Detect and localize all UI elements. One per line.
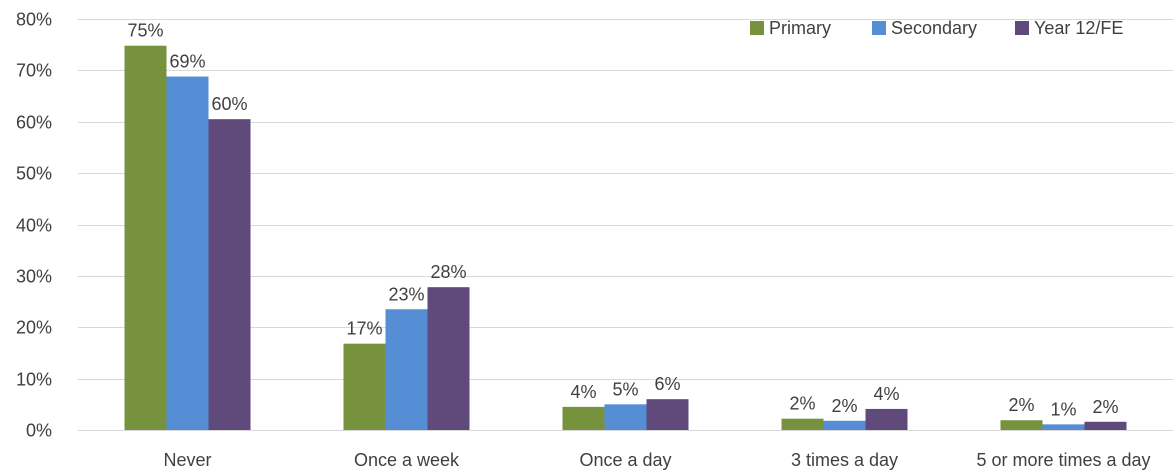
bar-year-12-fe [1084, 421, 1127, 430]
data-label: 4% [570, 382, 596, 402]
data-label: 6% [654, 374, 680, 394]
legend-label: Primary [769, 18, 831, 38]
x-tick-label: Once a day [579, 450, 671, 470]
y-tick-label: 20% [16, 318, 52, 338]
bar-year-12-fe [427, 287, 470, 430]
data-label: 17% [346, 319, 382, 339]
data-label: 2% [1092, 397, 1118, 417]
bar-primary [562, 406, 605, 430]
y-tick-label: 80% [16, 10, 52, 30]
legend-swatch [750, 21, 764, 35]
y-tick-label: 10% [16, 370, 52, 390]
data-labels: 75% 69% 60% 17% 23% 28% 4% 5% 6% 2% 2% 4% 2% 1% 2% [127, 21, 1118, 420]
data-label: 69% [169, 52, 205, 72]
legend-swatch [1015, 21, 1029, 35]
y-axis: 0% 10% 20% 30% 40% 50% 60% 70% 80% [16, 10, 52, 441]
bar-year-12-fe [646, 399, 689, 430]
data-label: 2% [1008, 395, 1034, 415]
y-tick-label: 60% [16, 113, 52, 133]
data-label: 4% [873, 384, 899, 404]
legend-swatch [872, 21, 886, 35]
bar-primary [781, 418, 824, 430]
y-tick-label: 0% [26, 421, 52, 441]
data-label: 2% [789, 394, 815, 414]
x-tick-label: Never [163, 450, 211, 470]
bar-year-12-fe [865, 408, 908, 430]
bar-primary [343, 343, 386, 430]
bar-year-12-fe [208, 119, 251, 431]
bar-secondary [166, 76, 209, 430]
legend-label: Year 12/FE [1034, 18, 1123, 38]
bar-secondary [604, 404, 647, 430]
y-tick-label: 30% [16, 267, 52, 287]
data-label: 60% [211, 94, 247, 114]
data-label: 75% [127, 21, 163, 41]
data-label: 2% [831, 396, 857, 416]
bars [124, 45, 1127, 431]
bar-secondary [385, 309, 428, 430]
gridlines [78, 19, 1173, 431]
y-tick-label: 50% [16, 164, 52, 184]
data-label: 28% [430, 262, 466, 282]
x-tick-label: 3 times a day [791, 450, 898, 470]
bar-primary [1000, 420, 1043, 430]
data-label: 23% [388, 284, 424, 304]
data-label: 5% [612, 379, 638, 399]
bar-primary [124, 45, 167, 431]
y-tick-label: 40% [16, 216, 52, 236]
legend-label: Secondary [891, 18, 977, 38]
bar-secondary [823, 420, 866, 430]
x-tick-label: Once a week [354, 450, 460, 470]
bar-secondary [1042, 424, 1085, 430]
data-label: 1% [1050, 399, 1076, 419]
x-tick-label: 5 or more times a day [976, 450, 1150, 470]
x-axis: Never Once a week Once a day 3 times a day 5… [163, 450, 1150, 470]
y-tick-label: 70% [16, 61, 52, 81]
legend: Primary Secondary Year 12/FE [750, 18, 1123, 38]
